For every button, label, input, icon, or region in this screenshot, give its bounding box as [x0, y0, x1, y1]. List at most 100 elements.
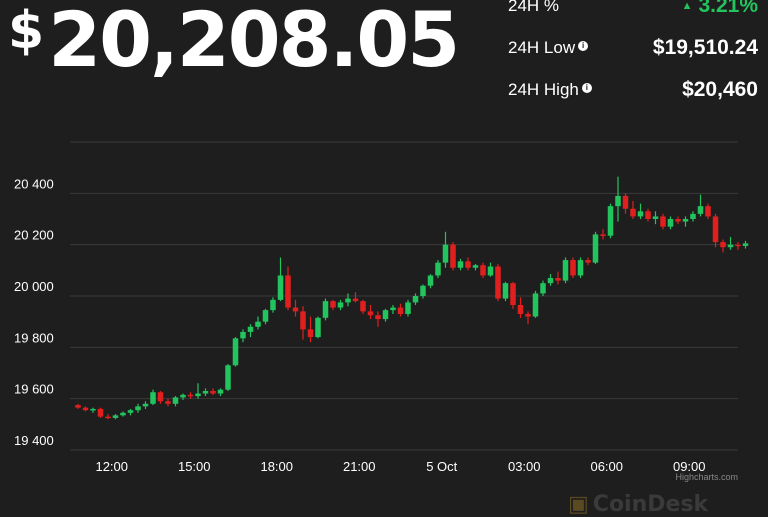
candle[interactable]	[630, 201, 636, 219]
candle[interactable]	[210, 388, 216, 395]
candle[interactable]	[487, 262, 494, 277]
candle[interactable]	[615, 176, 621, 222]
candle[interactable]	[457, 258, 464, 271]
candle[interactable]	[157, 390, 164, 404]
candle[interactable]	[270, 297, 276, 313]
candle[interactable]	[300, 306, 306, 340]
candle[interactable]	[600, 229, 606, 240]
candle[interactable]	[127, 408, 134, 416]
candle[interactable]	[165, 398, 171, 407]
candle[interactable]	[502, 281, 509, 302]
candle[interactable]	[465, 257, 471, 271]
candle-body	[217, 389, 224, 394]
candle[interactable]	[277, 257, 284, 302]
candle-body	[675, 219, 681, 222]
candle[interactable]	[307, 316, 314, 343]
candle[interactable]	[150, 389, 156, 406]
candle[interactable]	[547, 274, 554, 286]
candle[interactable]	[517, 297, 524, 318]
candle[interactable]	[217, 388, 224, 397]
candle[interactable]	[532, 290, 539, 318]
candle[interactable]	[727, 236, 734, 250]
candle[interactable]	[187, 392, 194, 399]
candle[interactable]	[555, 271, 561, 285]
candle[interactable]	[292, 299, 299, 317]
candle[interactable]	[660, 213, 666, 230]
candle[interactable]	[105, 414, 111, 420]
candle[interactable]	[495, 263, 501, 302]
candle[interactable]	[450, 242, 456, 271]
candle[interactable]	[195, 383, 201, 399]
candle[interactable]	[652, 211, 659, 225]
candle[interactable]	[397, 303, 404, 317]
candle[interactable]	[412, 293, 419, 305]
candle[interactable]	[682, 216, 689, 227]
candle[interactable]	[352, 292, 359, 303]
candle[interactable]	[262, 308, 269, 325]
candle[interactable]	[705, 203, 711, 219]
stat-24h-change-number: 3.21%	[698, 0, 758, 17]
candle[interactable]	[585, 257, 591, 266]
candle[interactable]	[562, 257, 569, 284]
candle[interactable]	[232, 337, 239, 367]
candle[interactable]	[225, 364, 231, 391]
candle[interactable]	[202, 388, 209, 397]
candle[interactable]	[667, 216, 674, 230]
candle[interactable]	[592, 231, 599, 264]
candle[interactable]	[510, 281, 516, 309]
candle[interactable]	[112, 414, 119, 420]
candle[interactable]	[390, 304, 396, 314]
candle[interactable]	[675, 216, 681, 225]
candle[interactable]	[172, 396, 179, 407]
candle-body	[487, 266, 494, 276]
candle[interactable]	[255, 316, 261, 330]
candle[interactable]	[472, 263, 479, 271]
candle[interactable]	[75, 403, 81, 409]
candle[interactable]	[142, 401, 149, 409]
candle[interactable]	[315, 316, 321, 339]
candle[interactable]	[285, 266, 291, 311]
candle[interactable]	[375, 311, 381, 327]
info-icon[interactable]: i	[581, 83, 592, 93]
candle[interactable]	[360, 299, 366, 314]
candle[interactable]	[247, 324, 254, 338]
candle[interactable]	[405, 299, 411, 317]
candle[interactable]	[427, 274, 434, 289]
candle[interactable]	[322, 298, 329, 321]
candle[interactable]	[337, 299, 344, 311]
candle[interactable]	[480, 262, 486, 279]
candle[interactable]	[240, 329, 246, 343]
highcharts-credit[interactable]: Highcharts.com	[675, 472, 738, 482]
candle[interactable]	[97, 407, 104, 418]
candle[interactable]	[120, 411, 126, 417]
candle[interactable]	[735, 242, 741, 250]
candle[interactable]	[570, 257, 576, 279]
candle[interactable]	[330, 299, 336, 311]
candle[interactable]	[607, 203, 614, 239]
candle[interactable]	[345, 293, 351, 307]
candle[interactable]	[435, 260, 441, 279]
candle[interactable]	[382, 308, 389, 322]
candle[interactable]	[442, 231, 449, 268]
candle-body	[390, 307, 396, 311]
candle[interactable]	[540, 280, 546, 296]
candle[interactable]	[90, 407, 96, 413]
candle[interactable]	[712, 213, 719, 248]
candle[interactable]	[697, 194, 704, 217]
candle[interactable]	[577, 257, 584, 279]
candle[interactable]	[525, 311, 531, 325]
candle[interactable]	[690, 211, 696, 222]
candle[interactable]	[637, 203, 644, 219]
candle[interactable]	[420, 284, 426, 299]
candle[interactable]	[742, 240, 749, 249]
candle-body	[150, 392, 156, 404]
candle[interactable]	[82, 406, 89, 412]
candle[interactable]	[720, 239, 726, 253]
candle[interactable]	[367, 304, 374, 320]
candle[interactable]	[135, 403, 141, 413]
candle[interactable]	[180, 393, 186, 400]
candle[interactable]	[622, 193, 629, 214]
candle[interactable]	[645, 208, 651, 222]
info-icon[interactable]: i	[578, 41, 589, 51]
